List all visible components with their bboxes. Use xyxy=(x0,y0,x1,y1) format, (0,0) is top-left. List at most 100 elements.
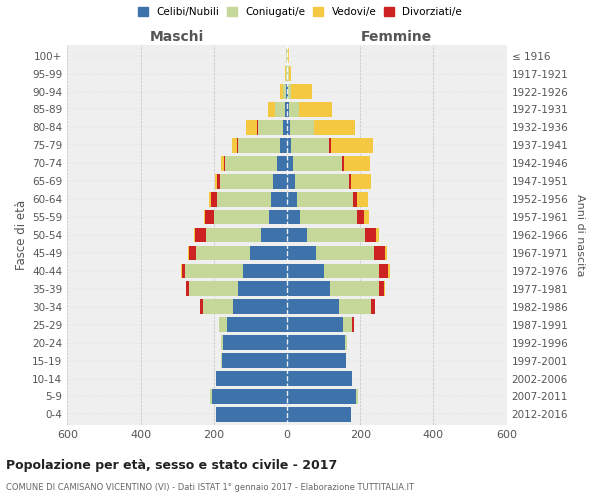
Bar xyxy=(287,353,346,368)
Bar xyxy=(215,407,287,422)
Bar xyxy=(222,353,287,368)
Bar xyxy=(323,264,379,278)
Bar xyxy=(203,210,205,224)
Bar xyxy=(217,174,220,188)
Bar xyxy=(287,210,300,224)
Bar xyxy=(287,174,295,188)
Bar xyxy=(364,210,370,224)
Bar xyxy=(297,192,353,206)
Bar xyxy=(277,156,287,170)
Bar xyxy=(250,246,287,260)
Bar xyxy=(385,246,387,260)
Bar xyxy=(283,120,287,135)
Bar xyxy=(379,264,388,278)
Bar xyxy=(351,174,371,188)
Bar xyxy=(238,138,280,152)
Bar xyxy=(287,246,316,260)
Bar xyxy=(258,120,283,135)
Bar xyxy=(224,156,226,170)
Bar xyxy=(345,336,347,350)
Bar xyxy=(221,156,224,170)
Bar xyxy=(243,264,287,278)
Bar xyxy=(287,102,289,117)
Bar xyxy=(339,300,371,314)
Bar xyxy=(287,138,290,152)
Text: Femmine: Femmine xyxy=(361,30,433,44)
Bar xyxy=(246,120,257,135)
Bar xyxy=(189,246,196,260)
Bar xyxy=(268,102,275,117)
Bar xyxy=(344,156,370,170)
Bar xyxy=(286,84,287,99)
Bar xyxy=(194,228,196,242)
Bar xyxy=(287,336,345,350)
Bar xyxy=(287,264,323,278)
Bar xyxy=(286,48,287,63)
Bar xyxy=(374,246,385,260)
Bar xyxy=(185,264,243,278)
Bar xyxy=(210,389,212,404)
Bar xyxy=(280,138,287,152)
Bar xyxy=(182,264,185,278)
Bar xyxy=(376,228,379,242)
Bar xyxy=(215,174,217,188)
Bar xyxy=(217,192,271,206)
Bar xyxy=(356,389,358,404)
Bar xyxy=(285,102,287,117)
Bar xyxy=(287,84,288,99)
Bar xyxy=(287,48,288,63)
Bar xyxy=(232,138,237,152)
Bar xyxy=(290,138,329,152)
Bar xyxy=(226,156,277,170)
Y-axis label: Anni di nascita: Anni di nascita xyxy=(575,194,585,276)
Bar xyxy=(287,371,352,386)
Bar xyxy=(188,246,189,260)
Bar xyxy=(211,192,217,206)
Bar xyxy=(238,282,287,296)
Bar xyxy=(206,228,260,242)
Bar xyxy=(196,246,250,260)
Bar xyxy=(205,210,214,224)
Text: COMUNE DI CAMISANO VICENTINO (VI) - Dati ISTAT 1° gennaio 2017 - Elaborazione TU: COMUNE DI CAMISANO VICENTINO (VI) - Dati… xyxy=(6,484,414,492)
Bar xyxy=(287,318,343,332)
Bar xyxy=(275,102,285,117)
Bar xyxy=(203,300,233,314)
Bar xyxy=(384,282,385,296)
Y-axis label: Fasce di età: Fasce di età xyxy=(15,200,28,270)
Bar xyxy=(299,102,332,117)
Bar xyxy=(283,84,286,99)
Bar xyxy=(379,282,384,296)
Bar xyxy=(233,300,287,314)
Bar xyxy=(220,174,273,188)
Bar xyxy=(287,156,293,170)
Bar xyxy=(269,210,287,224)
Bar xyxy=(352,318,353,332)
Bar xyxy=(280,84,283,99)
Bar xyxy=(189,282,238,296)
Bar xyxy=(221,353,222,368)
Bar xyxy=(286,66,287,81)
Bar xyxy=(212,389,287,404)
Text: Popolazione per età, sesso e stato civile - 2017: Popolazione per età, sesso e stato civil… xyxy=(6,460,337,472)
Bar xyxy=(300,210,356,224)
Bar xyxy=(287,120,290,135)
Bar xyxy=(214,210,269,224)
Bar xyxy=(181,264,182,278)
Bar xyxy=(331,138,373,152)
Bar xyxy=(295,174,349,188)
Bar xyxy=(287,192,297,206)
Bar xyxy=(349,174,351,188)
Bar xyxy=(287,228,307,242)
Bar xyxy=(307,228,365,242)
Bar xyxy=(288,48,289,63)
Bar xyxy=(209,192,211,206)
Bar xyxy=(330,282,379,296)
Bar xyxy=(293,156,342,170)
Bar xyxy=(287,300,339,314)
Bar xyxy=(289,66,290,81)
Bar xyxy=(292,84,311,99)
Bar xyxy=(316,246,374,260)
Legend: Celibi/Nubili, Coniugati/e, Vedovi/e, Divorziati/e: Celibi/Nubili, Coniugati/e, Vedovi/e, Di… xyxy=(136,5,464,20)
Bar xyxy=(314,120,355,135)
Bar xyxy=(329,138,331,152)
